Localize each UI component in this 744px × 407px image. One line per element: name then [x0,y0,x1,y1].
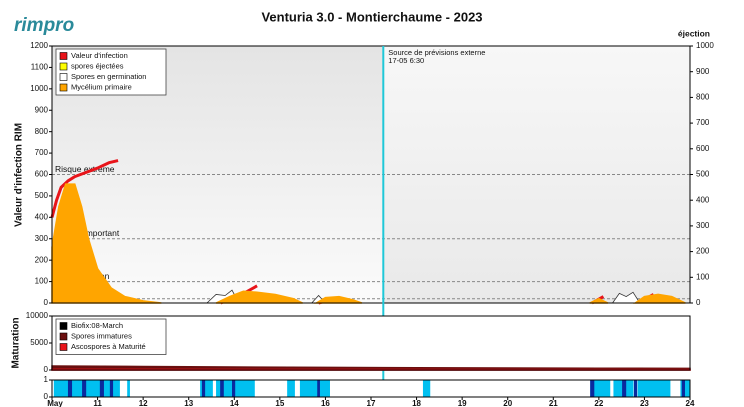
x-tick-label: 24 [686,399,695,407]
legend-label: Valeur d'infection [71,51,128,60]
y2-tick-label: 100 [696,272,710,281]
x-tick-label: 23 [640,399,649,407]
logo: rimpro [14,15,74,36]
wetness-bar [99,380,104,397]
legend-swatch [59,83,68,92]
legend-swatch [59,62,68,71]
wetness-bar [232,380,236,397]
y2-tick-label: 0 [696,298,701,307]
y-tick-label: 1200 [30,41,48,50]
wetness-bar [82,380,87,397]
y-tick-label: 400 [35,212,49,221]
y-tick-label: 1000 [30,84,48,93]
y-tick-label: 1 [44,375,49,384]
x-tick-label: 18 [412,399,421,407]
infection-line [50,159,119,218]
y-axis-label: Maturation [11,317,22,368]
wetness-bar [216,380,255,397]
y2-tick-label: 700 [696,118,710,127]
y-tick-label: 0 [44,392,49,401]
legend-swatch [59,73,68,81]
y-tick-label: 5000 [30,338,48,347]
legend-label: Mycélium primaire [71,82,132,91]
legend-swatch [59,52,68,60]
y-tick-label: 600 [35,170,49,179]
y-tick-label: 0 [44,365,49,374]
legend-swatch [59,332,68,341]
x-tick-label: 19 [458,399,467,407]
y2-tick-label: 400 [696,195,710,204]
legend-label: Spores immatures [71,331,132,340]
x-tick-label: 11 [93,399,102,407]
wetness-bar [127,380,130,397]
x-tick-label: 15 [275,399,284,407]
legend-label: Spores en germination [71,72,146,81]
wetness-bar [422,380,431,397]
wetness-bar [299,380,330,397]
y2-tick-label: 600 [696,144,710,153]
y-tick-label: 1100 [31,63,49,72]
wetness-bar [220,380,224,397]
y2-tick-label: 1000 [696,41,714,50]
x-tick-label: May [47,399,63,407]
y-tick-label: 100 [35,277,49,286]
wetness-bar [590,380,611,397]
chart-title: Venturia 3.0 - Montierchaume - 2023 [261,9,482,24]
forecast-label: Source de prévisions externe [388,48,485,57]
legend-box [55,48,167,96]
y2-tick-label: 500 [696,170,710,179]
x-tick-label: 20 [503,399,512,407]
x-tick-label: 12 [139,399,148,407]
y-tick-label: 300 [35,234,49,243]
legend-label: spores éjectées [71,61,124,70]
legend-label: Biofix:08-March [71,321,123,330]
y2-tick-label: 900 [696,67,710,76]
y-tick-label: 200 [35,255,49,264]
wetness-bar [590,380,595,397]
wetness-bar [287,380,295,397]
legend-box [55,318,167,355]
y-tick-label: 800 [35,127,49,136]
y-tick-label: 900 [35,105,49,114]
x-tick-label: 17 [367,399,376,407]
wetness-bar [67,380,73,397]
threshold-label: Risque extrême [55,164,115,174]
y2-tick-label: 800 [696,93,710,102]
wetness-bar [622,380,627,397]
x-tick-label: 16 [321,399,330,407]
wetness-bar [317,380,320,397]
y2-tick-label: 300 [696,221,710,230]
area [51,183,162,304]
y-tick-label: 500 [35,191,49,200]
forecast-time: 17-05 6:30 [388,56,424,65]
y-tick-label: 0 [44,298,49,307]
y2-tick-label: 200 [696,247,710,256]
x-tick-label: 21 [549,399,558,407]
x-tick-label: 14 [230,399,239,407]
x-tick-label: 13 [184,399,193,407]
wetness-bar [681,380,685,397]
wetness-bar [109,380,114,397]
wetness-bar [680,380,690,397]
y-axis-label: Valeur d'infection RIM [14,123,25,227]
wetness-bar [637,380,671,397]
wetness-bar [633,380,638,397]
y-tick-label: 700 [35,148,49,157]
y-tick-label: 10000 [26,311,49,320]
legend-swatch [59,343,68,351]
y2-axis-label: éjection [678,28,710,38]
wetness-bar [201,380,206,397]
area [215,290,303,304]
x-tick-label: 22 [594,399,603,407]
legend-swatch [59,322,68,330]
legend-label: Ascospores à Maturité [71,342,146,351]
